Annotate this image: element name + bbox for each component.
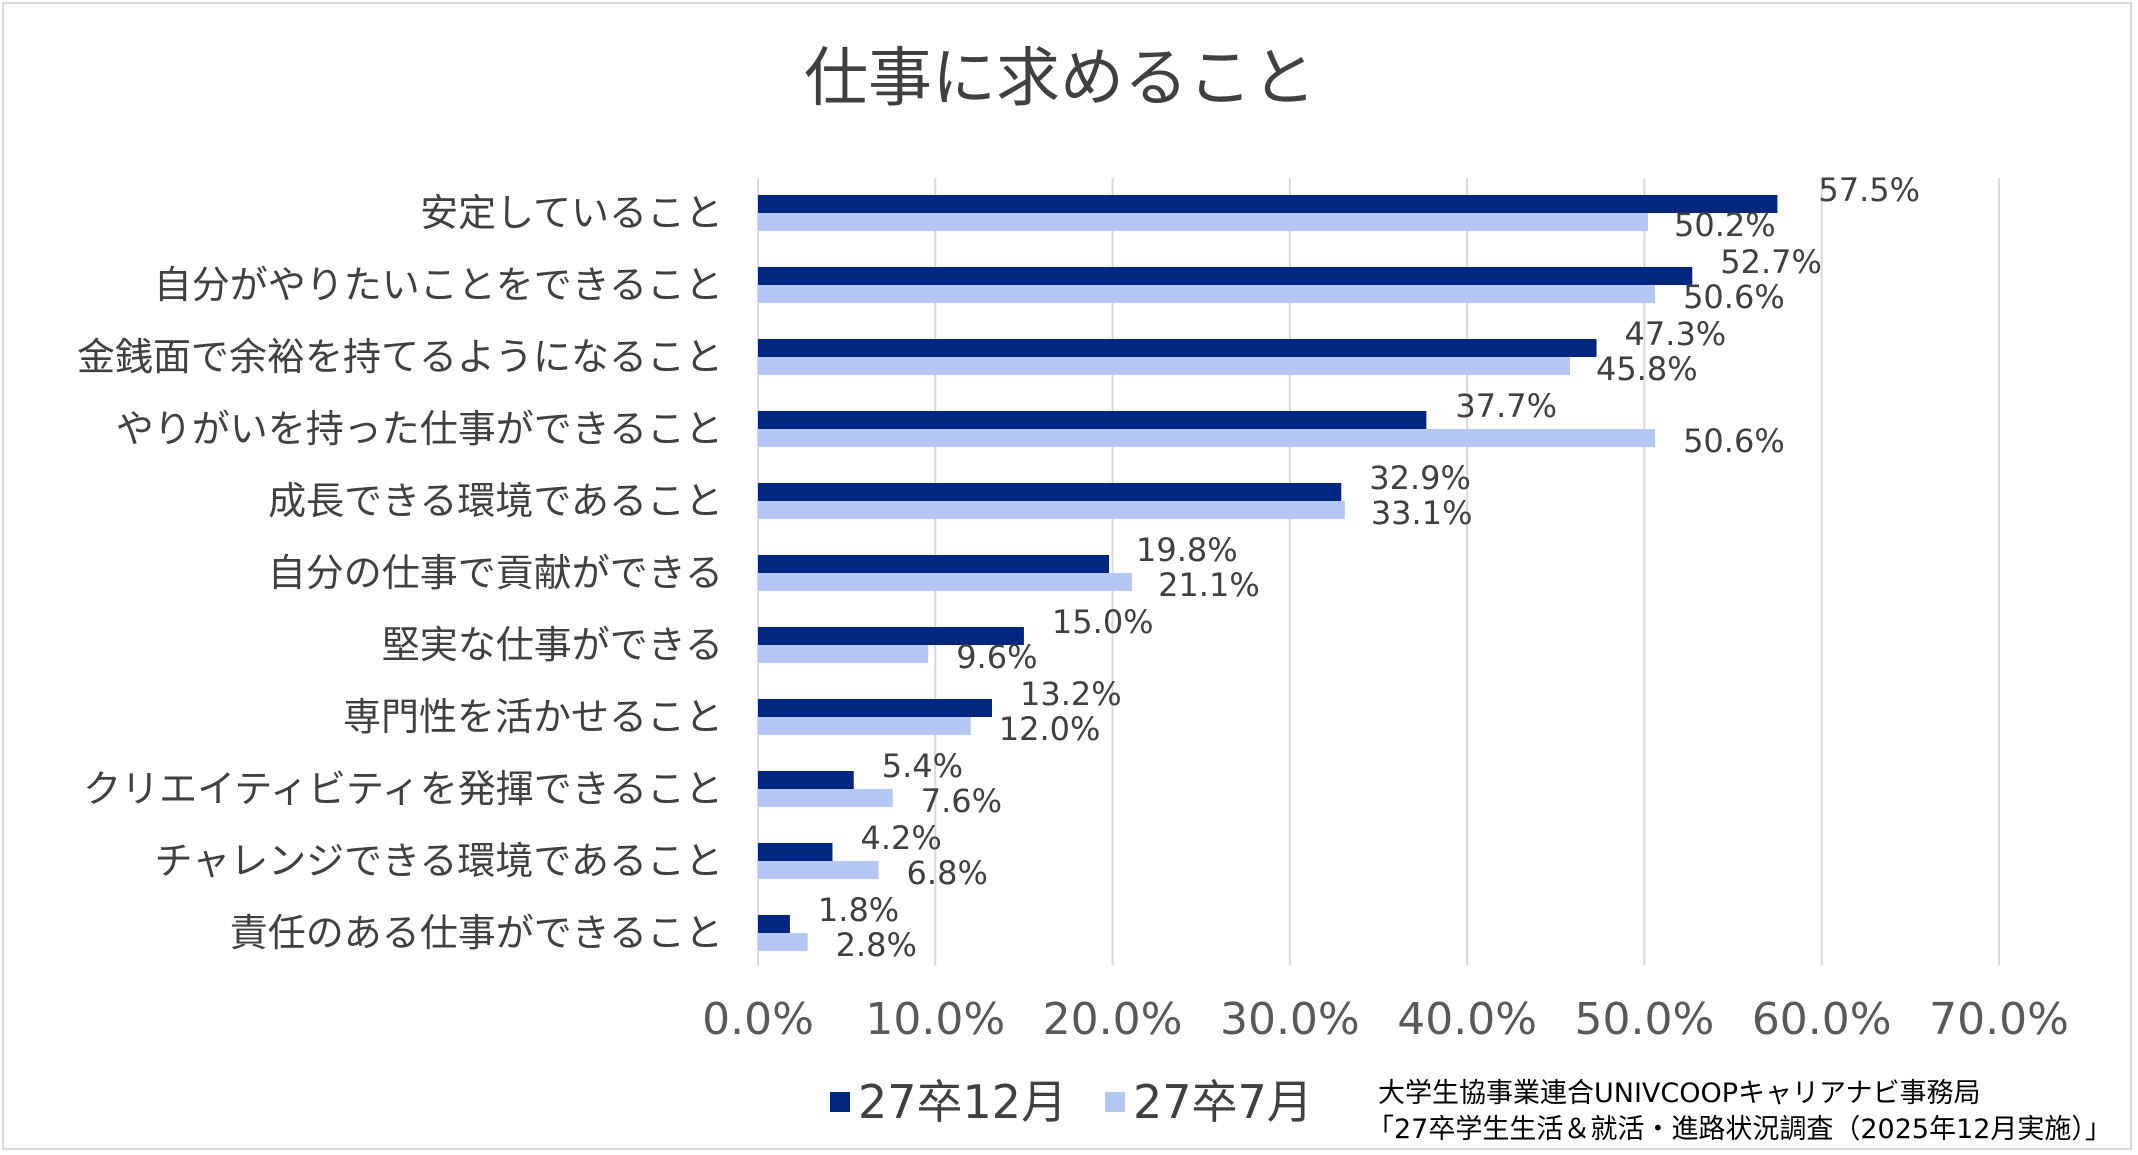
data-label-dec-9: 4.2% xyxy=(860,819,941,857)
bar-jul-2 xyxy=(758,357,1570,375)
category-label-6: 堅実な仕事ができる xyxy=(382,623,723,667)
data-label-jul-1: 50.6% xyxy=(1683,278,1785,316)
bar-jul-10 xyxy=(758,933,808,951)
bar-dec-4 xyxy=(758,483,1342,501)
data-label-dec-2: 47.3% xyxy=(1625,315,1727,353)
legend-label-dec: 27卒12月 xyxy=(858,1075,1067,1129)
bar-jul-8 xyxy=(758,789,893,807)
category-label-2: 金銭面で余裕を持てるようになること xyxy=(77,335,723,379)
x-tick-label-2: 20.0% xyxy=(1043,994,1183,1045)
bar-jul-6 xyxy=(758,645,929,663)
bar-dec-6 xyxy=(758,627,1024,645)
bar-dec-1 xyxy=(758,267,1693,285)
data-label-dec-6: 15.0% xyxy=(1052,603,1154,641)
data-label-jul-8: 7.6% xyxy=(921,782,1002,820)
data-label-jul-7: 12.0% xyxy=(999,710,1101,748)
bar-jul-9 xyxy=(758,861,879,879)
category-label-1: 自分がやりたいことをできること xyxy=(154,263,723,307)
category-label-10: 責任のある仕事ができること xyxy=(230,911,723,955)
legend: 27卒12月 27卒7月 xyxy=(830,1075,1313,1129)
category-labels: 安定していること自分がやりたいことをできること金銭面で余裕を持てるようになること… xyxy=(77,191,723,955)
bar-jul-0 xyxy=(758,213,1648,231)
legend-swatch-jul xyxy=(1105,1092,1125,1112)
data-label-jul-6: 9.6% xyxy=(956,638,1037,676)
bar-dec-9 xyxy=(758,843,833,861)
data-label-jul-3: 50.6% xyxy=(1683,422,1785,460)
data-label-jul-0: 50.2% xyxy=(1674,206,1776,244)
data-label-dec-3: 37.7% xyxy=(1455,387,1557,425)
chart-title: 仕事に求めること xyxy=(804,42,1316,116)
bar-dec-8 xyxy=(758,771,854,789)
source-line-1: 大学生協事業連合UNIVCOOPキャリアナビ事務局 xyxy=(1378,1078,1981,1109)
bar-dec-5 xyxy=(758,555,1110,573)
data-labels: 57.5%50.2%52.7%50.6%47.3%45.8%37.7%50.6%… xyxy=(818,171,1920,964)
bar-dec-3 xyxy=(758,411,1427,429)
source-line-2: 「27卒学生生活＆就活・進路状況調査（2025年12月実施）」 xyxy=(1367,1114,2112,1145)
bar-dec-0 xyxy=(758,195,1778,213)
bar-jul-5 xyxy=(758,573,1133,591)
data-label-dec-0: 57.5% xyxy=(1818,171,1920,209)
x-tick-label-0: 0.0% xyxy=(702,994,814,1045)
x-tick-label-6: 60.0% xyxy=(1752,994,1892,1045)
data-label-jul-4: 33.1% xyxy=(1371,494,1473,532)
bar-dec-10 xyxy=(758,915,790,933)
data-label-dec-4: 32.9% xyxy=(1369,459,1471,497)
data-label-jul-10: 2.8% xyxy=(836,926,917,964)
data-label-jul-9: 6.8% xyxy=(907,854,988,892)
x-tick-label-3: 30.0% xyxy=(1220,994,1360,1045)
bars xyxy=(758,195,1778,951)
data-label-jul-2: 45.8% xyxy=(1596,350,1698,388)
category-label-5: 自分の仕事で貢献ができる xyxy=(268,551,723,595)
x-tick-label-7: 70.0% xyxy=(1929,994,2069,1045)
category-label-8: クリエイティビティを発揮できること xyxy=(83,767,723,811)
bar-jul-1 xyxy=(758,285,1656,303)
data-label-dec-10: 1.8% xyxy=(818,891,899,929)
data-label-dec-5: 19.8% xyxy=(1136,531,1238,569)
data-label-dec-7: 13.2% xyxy=(1020,675,1122,713)
category-label-0: 安定していること xyxy=(420,191,723,235)
data-label-dec-8: 5.4% xyxy=(882,747,963,785)
data-label-dec-1: 52.7% xyxy=(1720,243,1822,281)
data-label-jul-5: 21.1% xyxy=(1158,566,1260,604)
legend-swatch-dec xyxy=(830,1092,850,1112)
x-tick-label-5: 50.0% xyxy=(1575,994,1715,1045)
x-tick-label-4: 40.0% xyxy=(1397,994,1537,1045)
category-label-9: チャレンジできる環境であること xyxy=(155,839,723,883)
bar-jul-3 xyxy=(758,429,1656,447)
bar-jul-7 xyxy=(758,717,971,735)
category-label-3: やりがいを持った仕事ができること xyxy=(116,407,723,451)
bar-dec-2 xyxy=(758,339,1597,357)
x-tick-label-1: 10.0% xyxy=(865,994,1005,1045)
legend-label-jul: 27卒7月 xyxy=(1133,1075,1313,1129)
bar-jul-4 xyxy=(758,501,1345,519)
x-tick-labels: 0.0% 10.0% 20.0% 30.0% 40.0% 50.0% 60.0% 70.0% xyxy=(702,994,2069,1045)
category-label-4: 成長できる環境であること xyxy=(268,479,723,523)
bar-dec-7 xyxy=(758,699,993,717)
category-label-7: 専門性を活かせること xyxy=(343,695,723,739)
